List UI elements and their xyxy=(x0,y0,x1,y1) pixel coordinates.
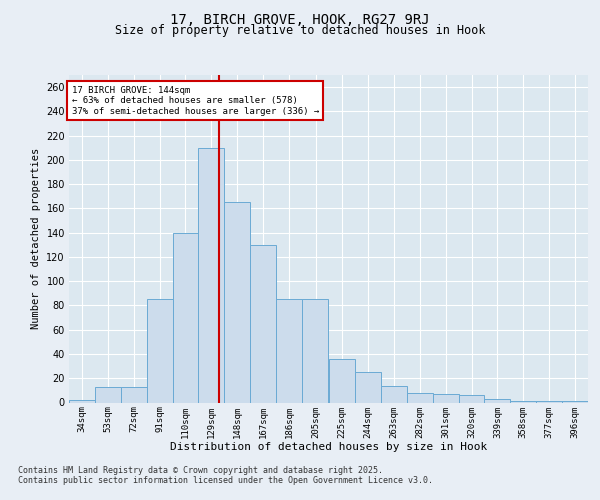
Text: Contains public sector information licensed under the Open Government Licence v3: Contains public sector information licen… xyxy=(18,476,433,485)
Text: Contains HM Land Registry data © Crown copyright and database right 2025.: Contains HM Land Registry data © Crown c… xyxy=(18,466,383,475)
Bar xyxy=(95,386,121,402)
Bar xyxy=(121,386,146,402)
Text: 17, BIRCH GROVE, HOOK, RG27 9RJ: 17, BIRCH GROVE, HOOK, RG27 9RJ xyxy=(170,12,430,26)
Text: 17 BIRCH GROVE: 144sqm
← 63% of detached houses are smaller (578)
37% of semi-de: 17 BIRCH GROVE: 144sqm ← 63% of detached… xyxy=(72,86,319,116)
Bar xyxy=(355,372,381,402)
Bar xyxy=(224,202,250,402)
Bar xyxy=(407,393,433,402)
Bar xyxy=(199,148,224,403)
Bar xyxy=(146,300,173,403)
Bar xyxy=(276,300,302,403)
Bar xyxy=(329,359,355,403)
Bar xyxy=(69,400,95,402)
Bar xyxy=(484,399,511,402)
Text: Size of property relative to detached houses in Hook: Size of property relative to detached ho… xyxy=(115,24,485,37)
Bar xyxy=(173,232,199,402)
Y-axis label: Number of detached properties: Number of detached properties xyxy=(31,148,41,330)
Text: Distribution of detached houses by size in Hook: Distribution of detached houses by size … xyxy=(170,442,487,452)
Bar xyxy=(458,395,484,402)
Bar xyxy=(433,394,458,402)
Bar xyxy=(250,245,276,402)
Bar xyxy=(302,300,328,403)
Bar xyxy=(381,386,407,402)
